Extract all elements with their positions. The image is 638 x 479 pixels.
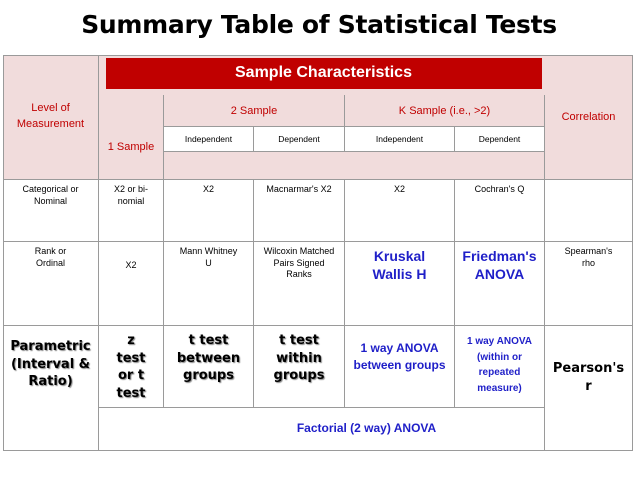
parametric-corr-cell: Pearson's r — [545, 326, 633, 451]
categorical-k-dep-cell: Cochran's Q — [455, 180, 545, 242]
categorical-level-label: Categorical or Nominal — [22, 184, 79, 206]
correlation-label: Correlation — [561, 111, 616, 123]
parametric-two-dep-test: t test within groups — [273, 333, 325, 384]
parametric-two-dep-cell: t test within groups — [254, 326, 345, 408]
categorical-one-sample-cell: X2 or bi-nomial — [99, 180, 164, 242]
factorial-anova-test: Factorial (2 way) ANOVA — [296, 421, 437, 436]
rank-two-ind-test: Mann Whitney U — [179, 246, 238, 268]
k-sample-dependent-header: Dependent — [455, 127, 545, 152]
rank-one-sample-cell: X2 — [99, 242, 164, 326]
two-sample-independent-header: Independent — [164, 127, 254, 152]
rank-level-cell: Rank or Ordinal — [3, 242, 99, 326]
dependent-label: Dependent — [478, 134, 521, 144]
rank-one-sample-test: X2 — [125, 260, 137, 270]
parametric-k-ind-test: 1 way ANOVA between groups — [353, 341, 446, 373]
categorical-level-cell: Categorical or Nominal — [3, 180, 99, 242]
independent-label: Independent — [184, 134, 233, 144]
rank-two-ind-cell: Mann Whitney U — [164, 242, 254, 326]
parametric-two-ind-cell: t test between groups — [164, 326, 254, 408]
categorical-k-ind-cell: X2 — [345, 180, 455, 242]
categorical-k-ind-test: X2 — [393, 184, 405, 194]
k-sample-label: K Sample (i.e., >2) — [398, 104, 491, 117]
rank-two-dep-cell: Wilcoxin Matched Pairs Signed Ranks — [254, 242, 345, 326]
two-sample-label: 2 Sample — [230, 104, 278, 117]
sample-characteristics-header: Sample Characteristics — [106, 58, 542, 89]
two-sample-dependent-header: Dependent — [254, 127, 345, 152]
categorical-corr-cell — [545, 180, 633, 242]
rank-k-ind-test: Kruskal Wallis H — [372, 248, 427, 283]
page-title: Summary Table of Statistical Tests — [81, 10, 557, 39]
categorical-one-sample-test: X2 or bi-nomial — [114, 184, 149, 206]
categorical-two-dep-test: Macnarmar's X2 — [266, 184, 332, 194]
rank-level-label: Rank or Ordinal — [34, 246, 67, 268]
k-sample-independent-header: Independent — [345, 127, 455, 152]
dependent-label: Dependent — [278, 134, 320, 144]
parametric-corr-test: Pearson's r — [552, 361, 625, 394]
categorical-two-ind-cell: X2 — [164, 180, 254, 242]
one-sample-label: 1 Sample — [107, 141, 155, 153]
rank-two-dep-test: Wilcoxin Matched Pairs Signed Ranks — [263, 246, 335, 280]
factorial-anova-cell: Factorial (2 way) ANOVA — [99, 408, 545, 451]
sub-header-spacer — [164, 152, 545, 180]
rank-k-dep-cell: Friedman's ANOVA — [455, 242, 545, 326]
parametric-k-ind-cell: 1 way ANOVA between groups — [345, 326, 455, 408]
categorical-two-ind-test: X2 — [202, 184, 214, 194]
two-sample-header: 2 Sample — [164, 95, 345, 127]
correlation-header: Correlation — [545, 55, 633, 180]
independent-label: Independent — [375, 134, 424, 144]
parametric-one-sample-test: z test or t test — [116, 333, 146, 401]
rank-k-ind-cell: Kruskal Wallis H — [345, 242, 455, 326]
parametric-k-dep-cell: 1 way ANOVA (within or repeated measure) — [455, 326, 545, 408]
parametric-level-label: Parametric (Interval & Ratio) — [10, 339, 91, 390]
rank-k-dep-test: Friedman's ANOVA — [462, 248, 537, 283]
rank-corr-test: Spearman's rho — [564, 246, 613, 268]
k-sample-header: K Sample (i.e., >2) — [345, 95, 545, 127]
parametric-level-cell: Parametric (Interval & Ratio) — [3, 326, 99, 451]
parametric-k-dep-test: 1 way ANOVA (within or repeated measure) — [466, 336, 533, 394]
one-sample-header: 1 Sample — [99, 95, 164, 180]
level-header: Level of Measurement — [3, 55, 99, 180]
categorical-k-dep-test: Cochran's Q — [474, 184, 525, 194]
sample-characteristics-label: Sample Characteristics — [235, 64, 412, 81]
parametric-one-sample-cell: z test or t test — [99, 326, 164, 408]
parametric-two-ind-test: t test between groups — [176, 333, 241, 384]
categorical-two-dep-cell: Macnarmar's X2 — [254, 180, 345, 242]
rank-corr-cell: Spearman's rho — [545, 242, 633, 326]
level-header-label: Level of Measurement — [16, 102, 85, 130]
